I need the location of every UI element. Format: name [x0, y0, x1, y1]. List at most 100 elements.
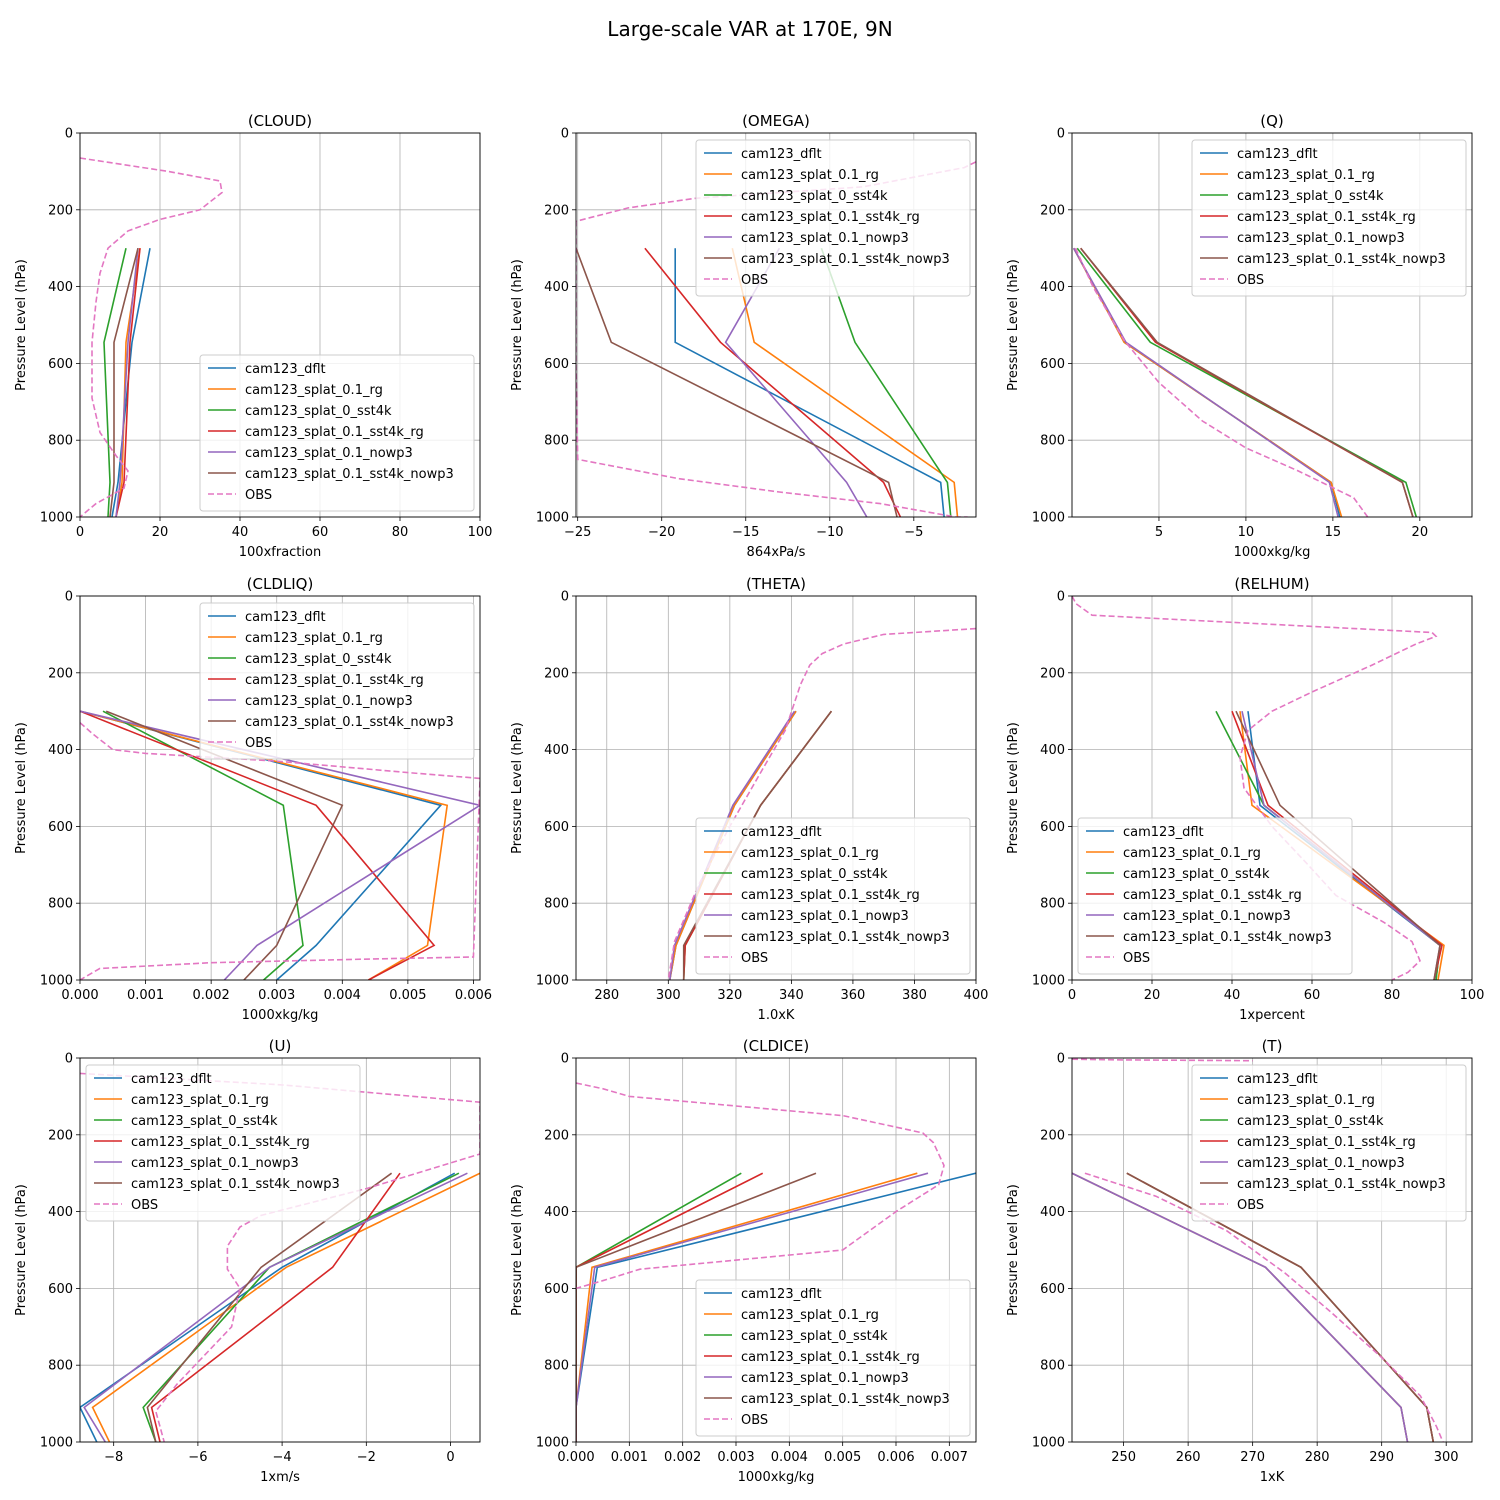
legend-entry: cam123_splat_0.1_sst4k_rg	[245, 673, 424, 688]
y-tick-label: 800	[1040, 434, 1065, 449]
y-tick-label: 200	[544, 1128, 569, 1143]
x-axis-label: 1.0xK	[758, 1008, 795, 1023]
legend-entry: cam123_splat_0.1_sst4k_nowp3	[131, 1177, 340, 1192]
x-tick-label: 100	[1460, 988, 1485, 1003]
series-group	[576, 1082, 976, 1442]
legend-entry: cam123_splat_0.1_rg	[1123, 846, 1261, 861]
series-line-6	[1074, 247, 1369, 517]
legend-entry: OBS	[741, 273, 768, 288]
x-axis-label: 864xPa/s	[747, 545, 806, 560]
legend-entry: cam123_splat_0.1_rg	[741, 1308, 879, 1323]
legend-box	[85, 1064, 361, 1222]
axes-frame	[1071, 1057, 1473, 1443]
panel-title: (Q)	[1260, 112, 1284, 130]
legend-entry: cam123_dflt	[1237, 147, 1318, 162]
x-tick-label: 0.002	[664, 1450, 701, 1465]
legend-entry: cam123_splat_0.1_nowp3	[741, 231, 909, 246]
legend-entry: cam123_splat_0_sst4k	[131, 1114, 278, 1129]
legend-entry: cam123_dflt	[741, 1287, 822, 1302]
x-axis-label: 1000xkg/kg	[738, 1470, 815, 1485]
axes-frame	[79, 595, 481, 981]
y-tick-label: 200	[1040, 203, 1065, 218]
axes-frame	[79, 132, 481, 518]
y-tick-label: 0	[561, 1052, 569, 1067]
legend: cam123_dflt cam123_splat_0.1_rg cam123_spl…	[199, 602, 475, 760]
legend-entry: OBS	[245, 488, 272, 503]
legend-box	[695, 139, 971, 297]
series-line-0	[111, 248, 151, 517]
series-line-3	[150, 1172, 401, 1442]
legend-entry: cam123_splat_0.1_sst4k_nowp3	[741, 1392, 950, 1407]
y-tick-label: 800	[1040, 897, 1065, 912]
y-tick-label: 400	[544, 743, 569, 758]
x-axis-label: 1xK	[1260, 1470, 1285, 1485]
x-tick-label: 260	[1176, 1450, 1201, 1465]
x-tick-label: 0.003	[717, 1450, 754, 1465]
chart-panel-8: 250 260 270 280 290 300 0 200 400 600 800 1000 (T) 1x…	[1006, 1037, 1473, 1485]
x-tick-label: 20	[1412, 525, 1429, 540]
series-line-obs	[1084, 1172, 1444, 1442]
legend-entry: cam123_dflt	[131, 1072, 212, 1087]
y-tick-label: 600	[1040, 1282, 1065, 1297]
series-group	[80, 1072, 480, 1442]
y-tick-label: 1000	[40, 511, 73, 526]
chart-panel-0: 0 20 40 60 80 10002004006008001000(CLOUD)100x…	[14, 112, 492, 560]
series-line-3	[115, 248, 141, 517]
y-tick-label: 0	[65, 1052, 73, 1067]
series-line-6	[576, 1082, 945, 1290]
legend: cam123_dflt cam123_splat_0.1_rg cam123_spl…	[1191, 139, 1467, 297]
figure-title: Large-scale VAR at 170E, 9N	[607, 17, 892, 41]
legend-entry: OBS	[1237, 1198, 1264, 1213]
legend-entry: cam123_splat_0_sst4k	[245, 404, 392, 419]
y-tick-label: 800	[544, 1359, 569, 1374]
axes-frame	[1071, 132, 1473, 518]
x-axis-label: 1xpercent	[1239, 1008, 1305, 1023]
series-line-6	[80, 1072, 480, 1442]
y-tick-label: 1000	[1032, 1436, 1065, 1451]
legend-box	[199, 602, 475, 760]
legend-entry: cam123_splat_0.1_nowp3	[245, 446, 413, 461]
x-tick-label: −10	[816, 525, 843, 540]
y-tick-label: 600	[1040, 357, 1065, 372]
x-tick-label: 10	[1238, 525, 1255, 540]
y-axis-label: Pressure Level (hPa)	[1006, 259, 1021, 391]
y-tick-label: 400	[48, 743, 73, 758]
series-line-1	[576, 1172, 918, 1442]
legend: cam123_dflt cam123_splat_0.1_rg cam123_spl…	[1191, 1064, 1467, 1222]
x-tick-label: −6	[188, 1450, 207, 1465]
y-tick-label: 200	[544, 203, 569, 218]
series-line-4	[83, 1172, 468, 1442]
y-tick-label: 0	[1057, 127, 1065, 142]
chart-panel-3: 0.000 0.001 0.002 0.003 0.004 0.005 0.006 0 200 4…	[14, 575, 492, 1023]
y-axis-label: Pressure Level (hPa)	[14, 722, 29, 854]
y-tick-label: 600	[1040, 820, 1065, 835]
series-line-5	[1235, 710, 1441, 980]
panel-title: (OMEGA)	[742, 112, 810, 130]
legend-entry: cam123_splat_0.1_sst4k_rg	[1237, 1135, 1416, 1150]
x-tick-label: 15	[1325, 525, 1342, 540]
x-tick-label: 400	[964, 988, 989, 1003]
series-line-2	[102, 710, 304, 980]
x-tick-label: 250	[1111, 1450, 1136, 1465]
legend-entry: cam123_splat_0.1_nowp3	[1237, 1156, 1405, 1171]
y-tick-label: 1000	[536, 1436, 569, 1451]
series-line-6	[80, 722, 480, 980]
legend-entry: cam123_splat_0_sst4k	[741, 867, 888, 882]
y-tick-label: 0	[65, 590, 73, 605]
legend-entry: cam123_dflt	[741, 147, 822, 162]
series-group	[1072, 247, 1418, 517]
chart-panel-2: 5 10 15 2002004006008001000(Q)1000xkg/kgPre…	[1006, 112, 1473, 560]
legend-entry: cam123_splat_0.1_rg	[741, 846, 879, 861]
x-axis-label: 1000xkg/kg	[1234, 545, 1311, 560]
legend-entry: OBS	[741, 1413, 768, 1428]
x-tick-label: 40	[1224, 988, 1241, 1003]
chart-panel-7: 0.000 0.001 0.002 0.003 0.004 0.005 0.006 0.007…	[510, 1037, 977, 1485]
series-line-3	[576, 1172, 764, 1442]
x-tick-label: 0.001	[611, 1450, 648, 1465]
x-tick-label: 0.005	[389, 988, 426, 1003]
x-tick-label: 20	[152, 525, 169, 540]
y-tick-label: 0	[65, 127, 73, 142]
panel-title: (U)	[269, 1037, 292, 1055]
x-tick-label: 0.005	[824, 1450, 861, 1465]
chart-panel-6: −8 −6 −4 −2 0 0 200 400 600 800 1000 (U) 1xm/s Pressu…	[14, 1037, 481, 1485]
